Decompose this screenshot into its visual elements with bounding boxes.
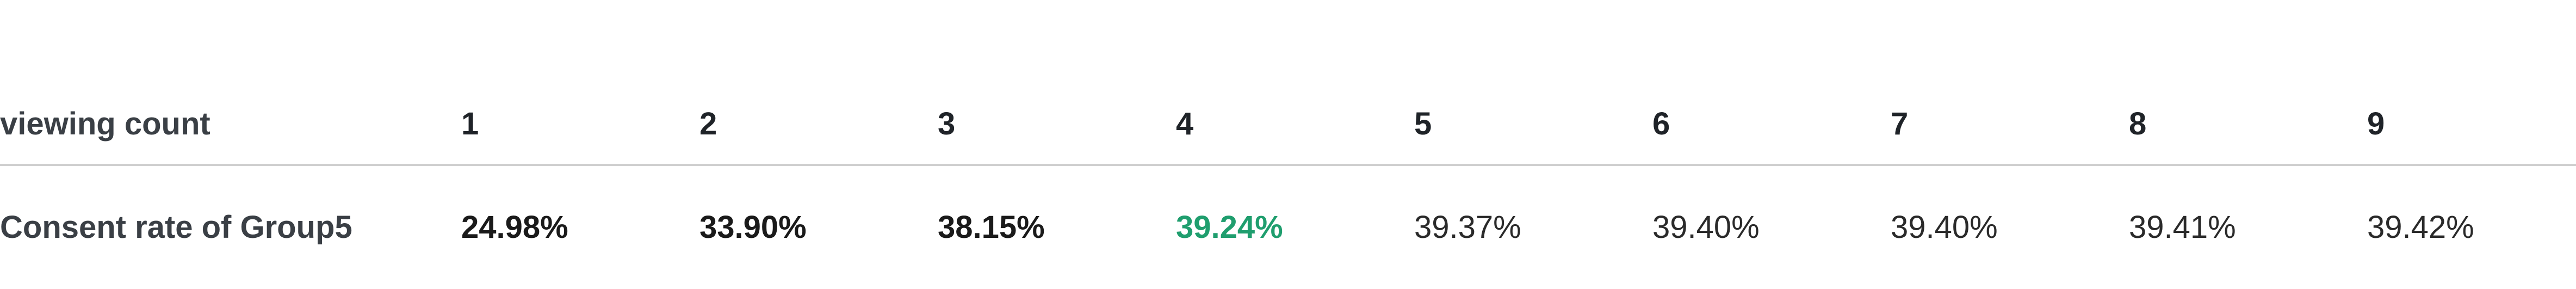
row-label-consent-rate: Consent rate of Group5 (0, 210, 352, 245)
header-label-viewing-count: viewing count (0, 84, 461, 166)
consent-rate-table: viewing count 1 2 3 4 5 6 7 8 9 Consent … (0, 84, 2576, 289)
header-row: viewing count 1 2 3 4 5 6 7 8 9 (0, 84, 2576, 166)
consent-rate-cell-9: 39.42% (2367, 210, 2474, 245)
consent-rate-table-container: viewing count 1 2 3 4 5 6 7 8 9 Consent … (0, 84, 2576, 243)
header-count-6: 6 (1652, 84, 1891, 166)
header-count-3: 3 (938, 84, 1176, 166)
consent-rate-cell-1: 24.98% (461, 210, 568, 245)
consent-rate-cell-5: 39.37% (1414, 210, 1521, 245)
consent-rate-cell-3: 38.15% (938, 210, 1045, 245)
header-count-7: 7 (1891, 84, 2129, 166)
consent-rate-cell-4-highlighted: 39.24% (1176, 210, 1283, 245)
header-count-8: 8 (2129, 84, 2367, 166)
header-count-4: 4 (1176, 84, 1414, 166)
header-count-2: 2 (699, 84, 938, 166)
consent-rate-cell-7: 39.40% (1891, 210, 1998, 245)
consent-rate-cell-2: 33.90% (699, 210, 807, 245)
header-count-5: 5 (1414, 84, 1652, 166)
consent-rate-cell-8: 39.41% (2129, 210, 2236, 245)
consent-rate-row: Consent rate of Group5 24.98% 33.90% 38.… (0, 165, 2576, 289)
header-count-9: 9 (2367, 84, 2576, 166)
consent-rate-cell-6: 39.40% (1652, 210, 1760, 245)
header-count-1: 1 (461, 84, 699, 166)
